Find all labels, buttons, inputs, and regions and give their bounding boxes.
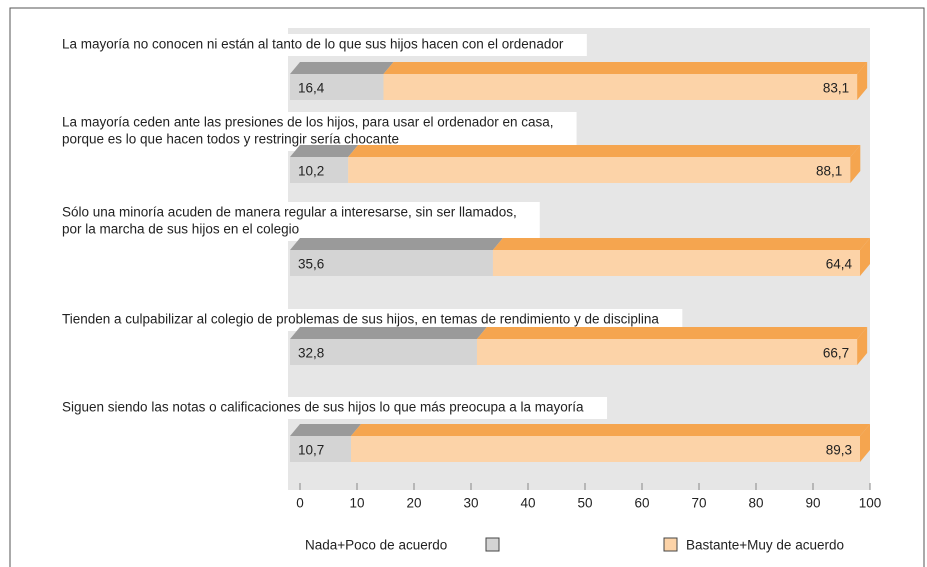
value-label: 16,4 [298, 81, 325, 96]
bar [383, 74, 858, 100]
bar-top [290, 327, 487, 339]
value-label: 88,1 [816, 164, 842, 179]
x-tick-label: 70 [691, 496, 706, 511]
bar-side [860, 238, 870, 276]
x-tick-label: 50 [577, 496, 592, 511]
bar [350, 436, 860, 462]
bar-top [383, 62, 868, 74]
x-tick-label: 20 [406, 496, 421, 511]
bar [476, 339, 858, 365]
x-tick-label: 80 [748, 496, 763, 511]
label-background [55, 34, 587, 56]
x-tick-label: 90 [805, 496, 820, 511]
x-tick-label: 30 [463, 496, 478, 511]
category-label: Siguen siendo las notas o calificaciones… [62, 400, 584, 415]
bar [290, 74, 384, 100]
value-label: 10,2 [298, 164, 324, 179]
bar [492, 250, 860, 276]
legend-swatch [485, 537, 500, 552]
bar [290, 436, 351, 462]
category-label: La mayoría ceden ante las presiones de l… [62, 115, 554, 130]
x-tick-label: 40 [520, 496, 535, 511]
bar [290, 339, 477, 365]
value-label: 32,8 [298, 346, 324, 361]
bar-side [857, 62, 868, 100]
bar-side [850, 145, 861, 183]
bar [290, 250, 493, 276]
x-tick-label: 60 [634, 496, 649, 511]
bar-top [290, 145, 359, 157]
label-background [55, 202, 540, 241]
value-label: 35,6 [298, 257, 324, 272]
legend-label: Nada+Poco de acuerdo [305, 538, 447, 553]
value-label: 10,7 [298, 443, 324, 458]
bar-side [860, 424, 870, 462]
value-label: 83,1 [823, 81, 849, 96]
legend-swatch [663, 537, 678, 552]
bar-top [290, 238, 503, 250]
category-label: La mayoría no conocen ni están al tanto … [62, 37, 564, 52]
value-label: 66,7 [823, 346, 849, 361]
legend-label: Bastante+Muy de acuerdo [686, 538, 844, 553]
bar-side [857, 327, 868, 365]
value-label: 89,3 [826, 443, 852, 458]
bar-top [348, 145, 861, 157]
bar-top [350, 424, 870, 436]
x-tick-label: 100 [859, 496, 882, 511]
x-tick-label: 0 [296, 496, 304, 511]
label-background [55, 397, 608, 419]
category-label: Sólo una minoría acuden de manera regula… [62, 205, 517, 220]
value-label: 64,4 [826, 257, 853, 272]
label-background [55, 112, 577, 151]
category-label: por la marcha de sus hijos en el colegio [62, 222, 299, 237]
bar [290, 157, 349, 183]
bar-top [492, 238, 870, 250]
label-background [55, 309, 683, 331]
category-label: porque es lo que hacen todos y restringi… [62, 132, 399, 147]
category-label: Tienden a culpabilizar al colegio de pro… [62, 312, 659, 327]
x-tick-label: 10 [349, 496, 364, 511]
bar-top [290, 424, 361, 436]
bar [348, 157, 851, 183]
bar-top [476, 327, 868, 339]
bar-top [290, 62, 394, 74]
